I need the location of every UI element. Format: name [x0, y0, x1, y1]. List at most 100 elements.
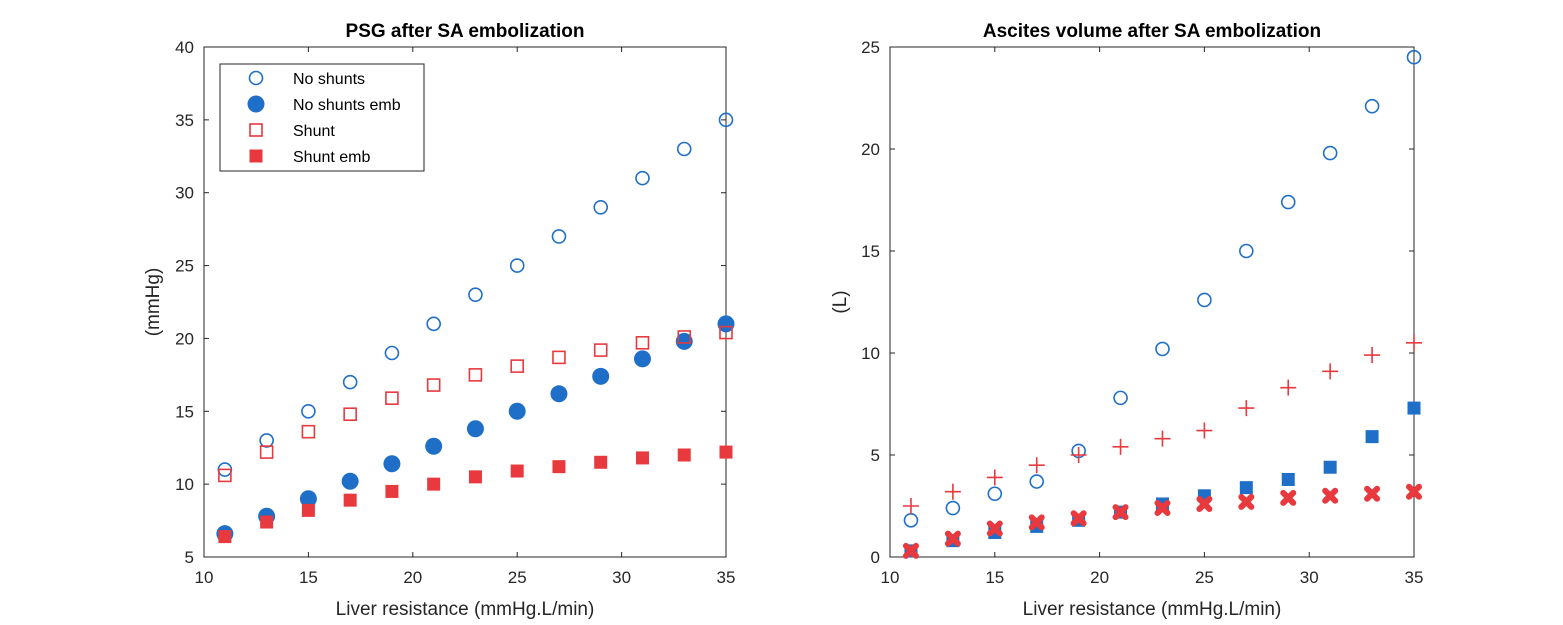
data-point	[550, 385, 568, 403]
data-point	[1322, 363, 1339, 380]
data-point	[343, 493, 357, 507]
psg-x-ticks: 10 15 20 25 30 35	[195, 47, 736, 587]
data-point	[1364, 347, 1381, 364]
data-point	[552, 350, 566, 365]
y-tick-label: 30	[175, 184, 194, 203]
data-point	[1365, 430, 1379, 444]
data-point	[676, 141, 692, 157]
legend-label: No shunts	[293, 71, 365, 88]
data-point	[1154, 430, 1171, 447]
x-tick-label: 10	[881, 568, 900, 587]
data-point	[635, 451, 649, 465]
data-point	[719, 445, 733, 459]
data-point	[299, 490, 317, 508]
legend-marker	[247, 95, 265, 113]
data-point	[260, 515, 274, 529]
data-point	[426, 378, 441, 392]
data-point	[1239, 481, 1253, 495]
series-0	[217, 112, 734, 477]
series-0	[903, 49, 1422, 528]
data-point	[301, 503, 315, 517]
data-point	[426, 316, 441, 332]
legend-label: Shunt	[293, 123, 335, 140]
data-point	[427, 477, 441, 491]
data-point	[1155, 341, 1170, 357]
data-point	[1364, 485, 1381, 502]
data-point	[986, 469, 1003, 486]
data-point	[1112, 438, 1129, 455]
data-point	[1322, 487, 1339, 504]
data-point	[1238, 400, 1255, 417]
x-tick-label: 10	[195, 568, 214, 587]
data-point	[633, 350, 651, 368]
data-point	[944, 483, 961, 500]
data-point	[552, 460, 566, 474]
data-point	[551, 229, 567, 244]
data-point	[1113, 390, 1128, 406]
data-point	[1028, 514, 1045, 531]
ascites-y-ticks: 0 5 10 15 20 25	[861, 38, 1414, 567]
data-point	[903, 512, 919, 528]
data-point	[301, 424, 316, 439]
data-point	[342, 374, 358, 390]
y-tick-label: 10	[861, 344, 880, 363]
data-point	[677, 448, 691, 462]
data-point	[1364, 98, 1380, 114]
data-point	[509, 258, 525, 273]
y-tick-label: 20	[175, 329, 194, 348]
y-tick-label: 5	[871, 446, 880, 465]
data-point	[385, 484, 399, 498]
data-point	[468, 287, 483, 303]
data-point	[944, 530, 961, 547]
legend-entry: Shunt	[249, 123, 335, 140]
data-point	[508, 402, 526, 420]
data-point	[301, 403, 316, 419]
x-tick-label: 30	[1300, 568, 1319, 587]
data-point	[468, 470, 482, 484]
x-tick-label: 15	[299, 568, 318, 587]
y-tick-label: 0	[871, 548, 880, 567]
data-point	[635, 170, 650, 186]
data-point	[1406, 334, 1422, 351]
data-point	[343, 407, 357, 422]
x-tick-label: 35	[717, 568, 736, 587]
legend-marker	[249, 149, 263, 163]
data-point	[259, 445, 274, 459]
y-tick-label: 25	[861, 38, 880, 57]
series-2	[218, 325, 733, 483]
data-point	[635, 335, 650, 350]
series-3	[218, 445, 733, 544]
x-tick-label: 25	[508, 568, 527, 587]
data-point	[1197, 292, 1212, 308]
data-point	[425, 437, 443, 455]
data-point	[592, 367, 610, 385]
series-1	[216, 315, 735, 543]
legend-entry: No shunts	[248, 70, 365, 88]
data-point	[1070, 510, 1087, 527]
y-tick-label: 40	[175, 38, 194, 57]
legend-label: No shunts emb	[293, 97, 401, 114]
data-point	[1280, 489, 1297, 506]
data-point	[593, 343, 608, 357]
data-point	[1281, 472, 1295, 486]
psg-axes-frame	[203, 46, 727, 558]
data-point	[1070, 447, 1087, 463]
data-point	[1196, 495, 1213, 512]
data-point	[384, 345, 400, 361]
series-3	[902, 483, 1422, 559]
series-1	[904, 401, 1421, 558]
data-point	[259, 433, 274, 448]
x-tick-label: 30	[612, 568, 631, 587]
ascites-x-ticks: 10 15 20 25 30 35	[881, 47, 1423, 587]
y-tick-label: 35	[175, 111, 194, 130]
data-point	[218, 468, 232, 483]
data-point	[945, 500, 961, 516]
data-point	[341, 472, 359, 490]
data-point	[1238, 493, 1255, 510]
psg-x-axis-label: Liver resistance (mmHg.L/min)	[336, 599, 595, 620]
data-point	[1406, 49, 1422, 65]
data-point	[717, 315, 735, 333]
ascites-x-axis-label: Liver resistance (mmHg.L/min)	[1023, 599, 1282, 620]
psg-y-axis-label: (mmHg)	[143, 268, 164, 337]
data-point	[1280, 194, 1296, 210]
